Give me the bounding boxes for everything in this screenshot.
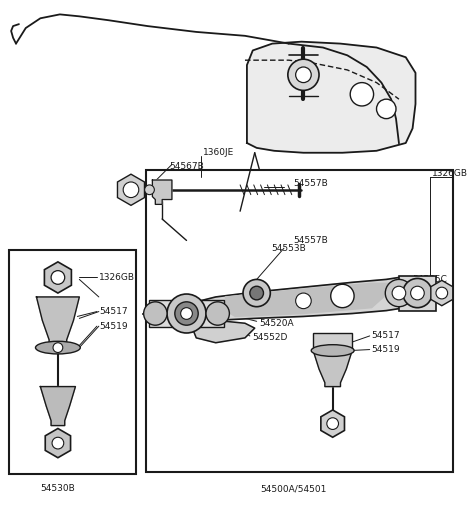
Ellipse shape bbox=[311, 345, 354, 356]
Circle shape bbox=[144, 185, 154, 195]
Circle shape bbox=[180, 308, 192, 319]
Polygon shape bbox=[44, 262, 71, 293]
Circle shape bbox=[51, 271, 65, 284]
Circle shape bbox=[327, 418, 339, 430]
Text: 54553B: 54553B bbox=[271, 244, 306, 253]
Circle shape bbox=[175, 302, 198, 325]
Bar bbox=[313, 333, 352, 351]
Text: 54500A/54501: 54500A/54501 bbox=[260, 484, 327, 493]
Circle shape bbox=[331, 284, 354, 308]
Text: 1360JE: 1360JE bbox=[203, 148, 234, 157]
Polygon shape bbox=[226, 283, 399, 317]
Polygon shape bbox=[189, 314, 255, 343]
Text: 1326GB: 1326GB bbox=[99, 273, 135, 282]
Circle shape bbox=[167, 294, 206, 333]
Circle shape bbox=[52, 437, 64, 449]
Text: 54519: 54519 bbox=[99, 322, 127, 331]
Text: 54567B: 54567B bbox=[169, 162, 204, 171]
Text: 54530B: 54530B bbox=[40, 484, 75, 493]
Circle shape bbox=[410, 286, 424, 300]
Polygon shape bbox=[37, 297, 79, 346]
Polygon shape bbox=[313, 351, 352, 387]
Circle shape bbox=[436, 287, 447, 299]
Bar bbox=[146, 170, 454, 472]
Circle shape bbox=[385, 280, 413, 307]
Polygon shape bbox=[247, 42, 416, 153]
Circle shape bbox=[206, 302, 229, 325]
Polygon shape bbox=[45, 429, 71, 458]
Text: 54555C: 54555C bbox=[413, 275, 447, 284]
Text: 54519: 54519 bbox=[371, 345, 400, 354]
Circle shape bbox=[295, 67, 311, 83]
Polygon shape bbox=[189, 278, 406, 320]
Polygon shape bbox=[117, 174, 144, 206]
Circle shape bbox=[403, 279, 432, 308]
Circle shape bbox=[250, 286, 264, 300]
Text: 54517: 54517 bbox=[371, 332, 400, 340]
Circle shape bbox=[288, 59, 319, 90]
Text: 1326GB: 1326GB bbox=[432, 169, 468, 178]
Circle shape bbox=[295, 293, 311, 308]
Bar bbox=[9, 250, 136, 474]
Circle shape bbox=[53, 343, 63, 353]
Ellipse shape bbox=[36, 341, 80, 354]
Circle shape bbox=[243, 280, 270, 307]
Circle shape bbox=[392, 286, 406, 300]
Circle shape bbox=[377, 99, 396, 119]
Polygon shape bbox=[431, 280, 453, 306]
Bar bbox=[150, 300, 224, 327]
Text: 54552D: 54552D bbox=[253, 334, 288, 342]
Bar bbox=[399, 276, 436, 310]
Text: 54520A: 54520A bbox=[260, 319, 294, 328]
Polygon shape bbox=[40, 387, 76, 426]
Polygon shape bbox=[321, 410, 344, 437]
Circle shape bbox=[143, 302, 167, 325]
Text: 54557B: 54557B bbox=[294, 236, 328, 245]
Text: 54557B: 54557B bbox=[294, 179, 328, 189]
Text: 54517: 54517 bbox=[99, 307, 127, 316]
Text: 54556B: 54556B bbox=[413, 287, 447, 296]
Circle shape bbox=[123, 182, 139, 197]
Polygon shape bbox=[152, 180, 172, 205]
Circle shape bbox=[350, 83, 374, 106]
